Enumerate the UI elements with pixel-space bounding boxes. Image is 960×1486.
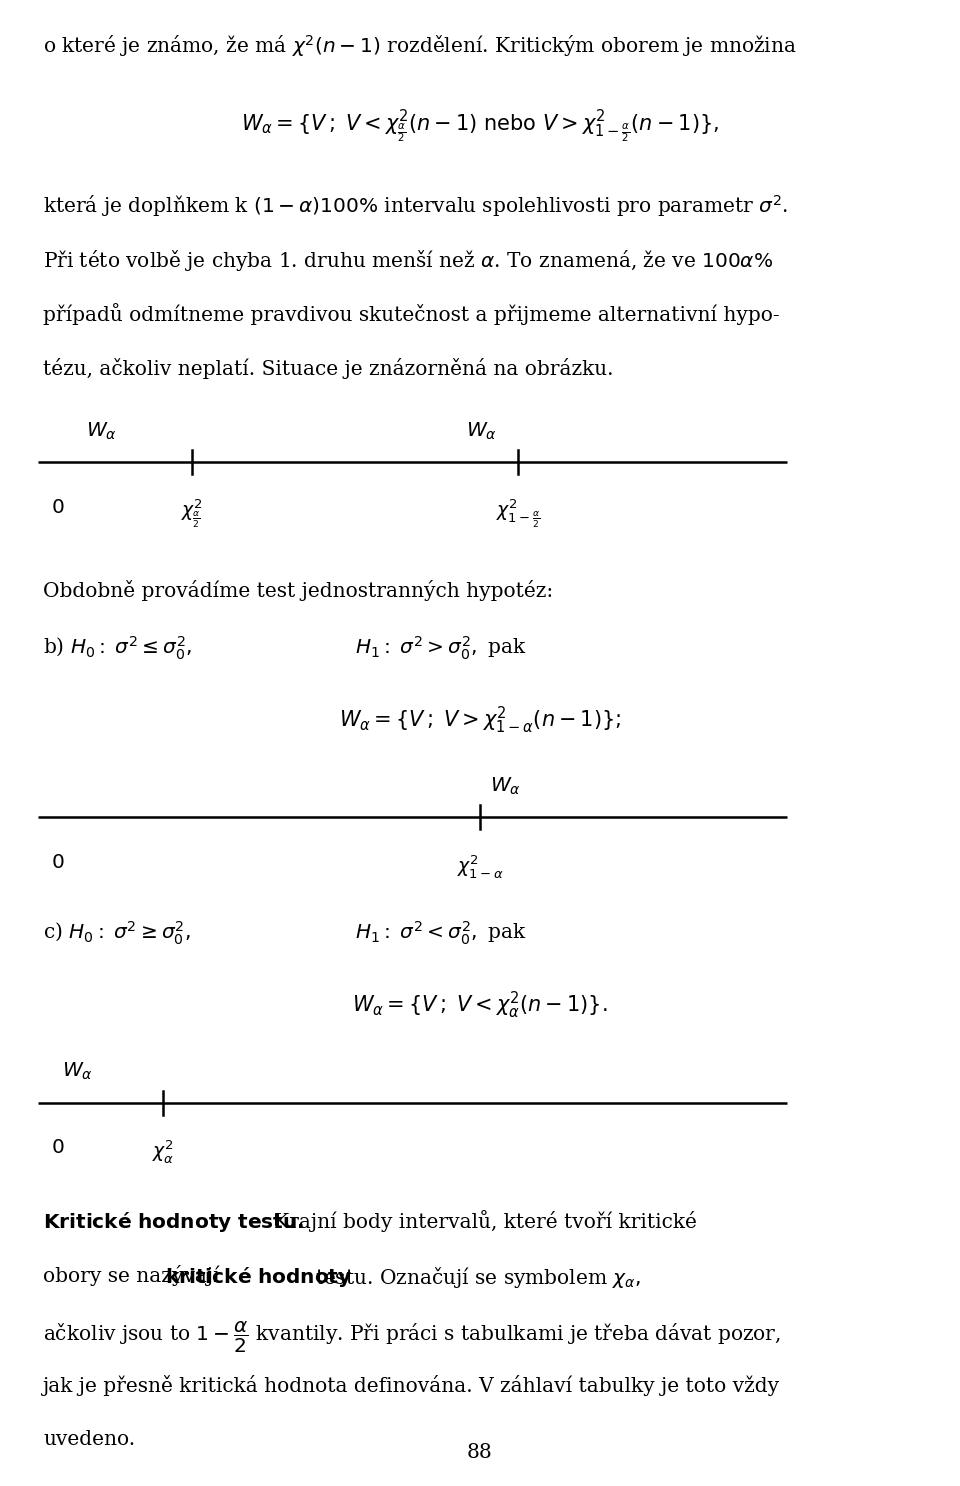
Text: $\chi^2_{1-\frac{\alpha}{2}}$: $\chi^2_{1-\frac{\alpha}{2}}$: [496, 498, 540, 531]
Text: $W_\alpha$: $W_\alpha$: [466, 421, 496, 441]
Text: $\chi^2_\alpha$: $\chi^2_\alpha$: [152, 1138, 175, 1165]
Text: Obdobně provádíme test jednostranných hypotéz:: Obdobně provádíme test jednostranných hy…: [43, 580, 554, 600]
Text: tézu, ačkoliv neplatí. Situace je znázorněná na obrázku.: tézu, ačkoliv neplatí. Situace je znázor…: [43, 358, 613, 379]
Text: $W_\alpha = \{V\,;\;V < \chi^2_{\frac{\alpha}{2}}(n-1)\text{ nebo }V > \chi^2_{1: $W_\alpha = \{V\,;\;V < \chi^2_{\frac{\a…: [241, 107, 719, 144]
Text: která je doplňkem k $(1-\alpha)100\%$ intervalu spolehlivosti pro parametr $\sig: která je doplňkem k $(1-\alpha)100\%$ in…: [43, 193, 788, 218]
Text: $W_\alpha$: $W_\alpha$: [62, 1061, 93, 1082]
Text: testu. Označují se symbolem $\chi_\alpha,$: testu. Označují se symbolem $\chi_\alpha…: [315, 1265, 641, 1290]
Text: obory se nazývají: obory se nazývají: [43, 1265, 220, 1285]
Text: ačkoliv jsou to $1 - \dfrac{\alpha}{2}$ kvantily. Při práci s tabulkami je třeba: ačkoliv jsou to $1 - \dfrac{\alpha}{2}$ …: [43, 1320, 781, 1355]
Text: c) $H_0 :\;  \sigma^2 \geq \sigma^2_0,$: c) $H_0 :\; \sigma^2 \geq \sigma^2_0,$: [43, 920, 191, 947]
Text: $W_\alpha = \{V\,;\; V < \chi^2_\alpha(n-1)\}.$: $W_\alpha = \{V\,;\; V < \chi^2_\alpha(n…: [352, 990, 608, 1021]
Text: $H_1 :\;  \sigma^2 > \sigma^2_0,$ pak: $H_1 :\; \sigma^2 > \sigma^2_0,$ pak: [355, 635, 527, 661]
Text: $W_\alpha$: $W_\alpha$: [86, 421, 117, 441]
Text: $W_\alpha$: $W_\alpha$: [490, 776, 520, 796]
Text: jak je přesně kritická hodnota definována. V záhlaví tabulky je toto vždy: jak je přesně kritická hodnota definován…: [43, 1375, 780, 1395]
Text: $\mathbf{Kritické\ hodnoty\ testu.}$: $\mathbf{Kritické\ hodnoty\ testu.}$: [43, 1210, 304, 1233]
Text: Při této volbě je chyba 1. druhu menší než $\alpha$. To znamená, že ve $100\alph: Při této volbě je chyba 1. druhu menší n…: [43, 248, 773, 273]
Text: Krajní body intervalů, které tvoří kritické: Krajní body intervalů, které tvoří kriti…: [274, 1210, 696, 1232]
Text: $\chi^2_{\frac{\alpha}{2}}$: $\chi^2_{\frac{\alpha}{2}}$: [181, 498, 203, 531]
Text: b) $H_0 :\;  \sigma^2 \leq \sigma^2_0,$: b) $H_0 :\; \sigma^2 \leq \sigma^2_0,$: [43, 635, 193, 661]
Text: uvedeno.: uvedeno.: [43, 1430, 135, 1449]
Text: $H_1 :\;  \sigma^2 < \sigma^2_0,$ pak: $H_1 :\; \sigma^2 < \sigma^2_0,$ pak: [355, 920, 527, 947]
Text: $0$: $0$: [51, 1138, 64, 1158]
Text: $W_\alpha = \{V\,;\; V > \chi^2_{1-\alpha}(n-1)\};$: $W_\alpha = \{V\,;\; V > \chi^2_{1-\alph…: [339, 704, 621, 736]
Text: 88: 88: [468, 1443, 492, 1462]
Text: $0$: $0$: [51, 853, 64, 872]
Text: $\mathbf{kritické\ hodnoty}$: $\mathbf{kritické\ hodnoty}$: [165, 1265, 352, 1288]
Text: $0$: $0$: [51, 498, 64, 517]
Text: případů odmítneme pravdivou skutečnost a přijmeme alternativní hypo-: případů odmítneme pravdivou skutečnost a…: [43, 303, 780, 325]
Text: $\chi^2_{1-\alpha}$: $\chi^2_{1-\alpha}$: [457, 853, 503, 880]
Text: o které je známo, že má $\chi^2(n-1)$ rozdělení. Kritickým oborem je množina: o které je známo, že má $\chi^2(n-1)$ ro…: [43, 33, 797, 58]
